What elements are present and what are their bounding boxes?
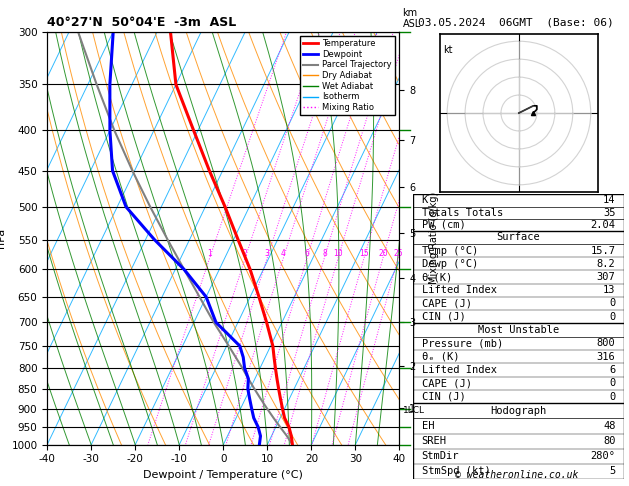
Text: Hodograph: Hodograph	[491, 406, 547, 416]
Text: 20: 20	[378, 249, 388, 258]
Text: 10: 10	[333, 249, 343, 258]
Text: 8.2: 8.2	[597, 259, 616, 269]
Text: StmDir: StmDir	[421, 451, 459, 461]
Text: 1LCL: 1LCL	[403, 406, 425, 415]
Text: Temp (°C): Temp (°C)	[421, 245, 478, 256]
Text: Lifted Index: Lifted Index	[421, 285, 497, 295]
Text: 25: 25	[393, 249, 403, 258]
Text: 0: 0	[610, 392, 616, 402]
Text: Mixing Ratio (g/kg): Mixing Ratio (g/kg)	[429, 192, 439, 284]
Text: kt: kt	[443, 45, 453, 55]
Legend: Temperature, Dewpoint, Parcel Trajectory, Dry Adiabat, Wet Adiabat, Isotherm, Mi: Temperature, Dewpoint, Parcel Trajectory…	[300, 36, 395, 115]
Text: 14: 14	[603, 195, 616, 206]
Text: Most Unstable: Most Unstable	[478, 325, 559, 335]
Text: 2: 2	[243, 249, 248, 258]
Text: θₑ (K): θₑ (K)	[421, 351, 459, 362]
Text: CIN (J): CIN (J)	[421, 312, 465, 322]
Text: 2.04: 2.04	[591, 220, 616, 230]
Text: 6: 6	[610, 365, 616, 375]
Text: 80: 80	[603, 436, 616, 446]
Text: 3: 3	[265, 249, 270, 258]
Text: Lifted Index: Lifted Index	[421, 365, 497, 375]
Text: EH: EH	[421, 421, 434, 431]
Text: 800: 800	[597, 338, 616, 348]
Y-axis label: hPa: hPa	[0, 228, 6, 248]
Text: 316: 316	[597, 351, 616, 362]
Text: StmSpd (kt): StmSpd (kt)	[421, 466, 491, 476]
Text: 5: 5	[610, 466, 616, 476]
Text: 35: 35	[603, 208, 616, 218]
Text: 03.05.2024  06GMT  (Base: 06): 03.05.2024 06GMT (Base: 06)	[418, 17, 614, 27]
Text: Totals Totals: Totals Totals	[421, 208, 503, 218]
Text: Pressure (mb): Pressure (mb)	[421, 338, 503, 348]
Text: 40°27'N  50°04'E  -3m  ASL: 40°27'N 50°04'E -3m ASL	[47, 16, 237, 29]
Text: PW (cm): PW (cm)	[421, 220, 465, 230]
Text: km
ASL: km ASL	[403, 8, 421, 29]
Text: 280°: 280°	[591, 451, 616, 461]
Text: 307: 307	[597, 272, 616, 282]
Text: 8: 8	[322, 249, 326, 258]
Text: K: K	[421, 195, 428, 206]
Text: 4: 4	[281, 249, 286, 258]
Text: 0: 0	[610, 378, 616, 388]
Text: Dewp (°C): Dewp (°C)	[421, 259, 478, 269]
Text: © weatheronline.co.uk: © weatheronline.co.uk	[455, 470, 579, 480]
Text: Surface: Surface	[497, 232, 540, 243]
Text: CAPE (J): CAPE (J)	[421, 378, 472, 388]
Text: 15: 15	[359, 249, 369, 258]
Text: θₑ(K): θₑ(K)	[421, 272, 453, 282]
Text: 15.7: 15.7	[591, 245, 616, 256]
Text: 13: 13	[603, 285, 616, 295]
Text: 6: 6	[304, 249, 309, 258]
Text: 0: 0	[610, 312, 616, 322]
Text: CIN (J): CIN (J)	[421, 392, 465, 402]
Text: 48: 48	[603, 421, 616, 431]
Text: CAPE (J): CAPE (J)	[421, 298, 472, 309]
Text: SREH: SREH	[421, 436, 447, 446]
X-axis label: Dewpoint / Temperature (°C): Dewpoint / Temperature (°C)	[143, 470, 303, 480]
Text: 0: 0	[610, 298, 616, 309]
Text: 1: 1	[208, 249, 212, 258]
